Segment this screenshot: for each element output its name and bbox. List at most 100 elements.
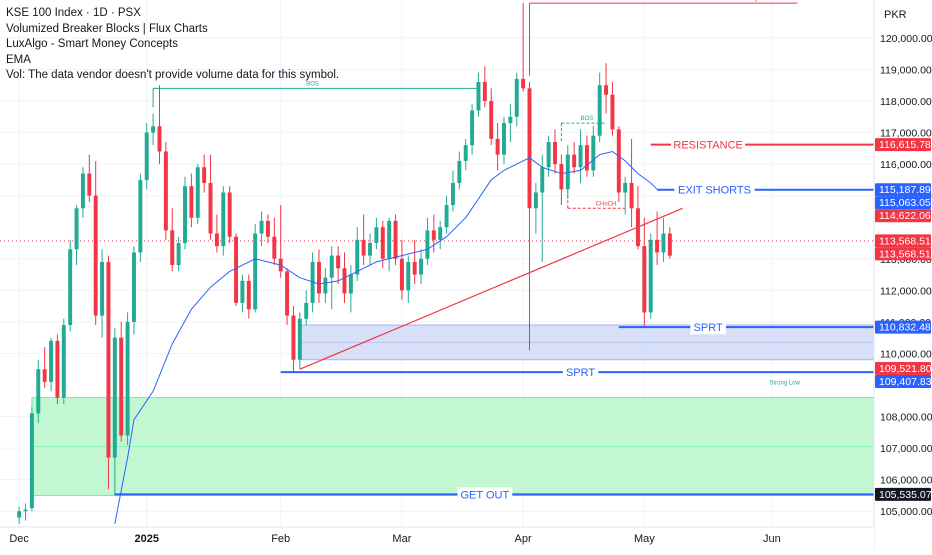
candle-body[interactable] [253, 233, 258, 310]
candle-body[interactable] [317, 261, 321, 294]
candle-body[interactable] [482, 82, 487, 101]
candle-body[interactable] [655, 239, 660, 253]
candle-body[interactable] [425, 230, 430, 259]
candle-body[interactable] [559, 164, 564, 190]
candle-body[interactable] [55, 340, 60, 398]
candle-body[interactable] [183, 186, 187, 243]
candle-body[interactable] [214, 233, 219, 247]
candle-body[interactable] [450, 183, 455, 206]
candle-body[interactable] [221, 192, 226, 247]
candle-body[interactable] [125, 321, 130, 436]
legend-title[interactable]: KSE 100 Index · 1D · PSX [6, 7, 141, 19]
candle-body[interactable] [495, 138, 500, 155]
candle-body[interactable] [61, 325, 66, 398]
candle-body[interactable] [119, 337, 124, 436]
candle-body[interactable] [29, 413, 34, 509]
candle-body[interactable] [578, 145, 583, 168]
candle-body[interactable] [648, 239, 653, 313]
candle-body[interactable] [234, 236, 239, 303]
candle-body[interactable] [514, 78, 519, 117]
candle-body[interactable] [80, 173, 85, 209]
candle-body[interactable] [93, 195, 98, 316]
candle-body[interactable] [387, 220, 392, 259]
candle-body[interactable] [100, 261, 105, 316]
candle-body[interactable] [412, 261, 417, 275]
candle-body[interactable] [591, 135, 596, 171]
candle-body[interactable] [291, 315, 296, 360]
candle-body[interactable] [604, 85, 609, 95]
candle-body[interactable] [304, 302, 309, 319]
candle-body[interactable] [476, 82, 481, 111]
candle-body[interactable] [584, 145, 589, 171]
candle-body[interactable] [457, 160, 462, 184]
candle-body[interactable] [259, 220, 264, 234]
candle-body[interactable] [540, 167, 545, 193]
candle-body[interactable] [527, 88, 532, 209]
candle-body[interactable] [361, 239, 366, 256]
candle-body[interactable] [616, 129, 621, 193]
candle-body[interactable] [438, 227, 443, 240]
candle-body[interactable] [572, 154, 577, 168]
candle-body[interactable] [323, 277, 328, 294]
candle-body[interactable] [380, 227, 385, 259]
candle-body[interactable] [138, 179, 143, 253]
candle-body[interactable] [610, 94, 615, 130]
candle-body[interactable] [36, 369, 41, 414]
candle-body[interactable] [667, 233, 672, 256]
candle-body[interactable] [355, 239, 360, 275]
legend-indicator-ema[interactable]: EMA [6, 53, 31, 66]
candle-body[interactable] [285, 271, 290, 316]
candle-body[interactable] [74, 208, 79, 250]
candle-body[interactable] [597, 85, 602, 136]
candle-body[interactable] [661, 233, 666, 253]
candle-body[interactable] [272, 236, 277, 259]
candle-body[interactable] [489, 100, 494, 139]
candle-body[interactable] [246, 280, 251, 310]
candle-body[interactable] [368, 242, 372, 256]
candle-body[interactable] [68, 249, 73, 326]
candle-body[interactable] [144, 132, 149, 180]
candle-body[interactable] [635, 208, 640, 247]
candle-body[interactable] [521, 78, 526, 89]
candle-body[interactable] [297, 318, 302, 360]
candle-body[interactable] [157, 126, 162, 152]
candle-body[interactable] [42, 369, 47, 382]
candle-body[interactable] [444, 205, 449, 228]
candle-body[interactable] [112, 337, 117, 458]
candle-body[interactable] [202, 167, 207, 184]
candle-body[interactable] [348, 274, 353, 294]
legend-indicator-breaker-blocks[interactable]: Volumized Breaker Blocks | Flux Charts [6, 22, 208, 35]
candle-body[interactable] [310, 261, 315, 303]
candle-body[interactable] [106, 261, 111, 458]
candle-body[interactable] [419, 258, 424, 275]
candle-body[interactable] [49, 340, 54, 382]
candle-body[interactable] [642, 246, 647, 313]
candle-body[interactable] [17, 511, 22, 518]
candle-body[interactable] [163, 151, 168, 231]
candle-body[interactable] [342, 268, 347, 294]
candle-body[interactable] [176, 242, 181, 266]
candle-body[interactable] [374, 227, 379, 243]
candle-body[interactable] [508, 116, 513, 124]
candle-body[interactable] [151, 126, 156, 133]
candle-body[interactable] [170, 230, 175, 266]
candle-body[interactable] [189, 186, 194, 218]
candle-body[interactable] [463, 145, 468, 161]
candle-body[interactable] [87, 173, 92, 196]
trendline[interactable] [299, 207, 683, 370]
candle-body[interactable] [431, 230, 436, 240]
candle-body[interactable] [195, 167, 200, 218]
price-axis[interactable]: PKR 105,000.00 106,000.00 107,000.00 108,000… [873, 0, 932, 550]
candle-body[interactable] [336, 255, 341, 269]
candle-body[interactable] [502, 123, 506, 155]
candle-body[interactable] [406, 261, 411, 291]
candle-body[interactable] [329, 255, 334, 278]
candle-body[interactable] [533, 192, 538, 209]
legend-indicator-smc[interactable]: LuxAlgo - Smart Money Concepts [6, 38, 178, 50]
candle-body[interactable] [208, 183, 213, 234]
candle-body[interactable] [393, 220, 398, 259]
candle-body[interactable] [240, 280, 245, 303]
candle-body[interactable] [565, 154, 570, 190]
candle-body[interactable] [470, 110, 475, 146]
